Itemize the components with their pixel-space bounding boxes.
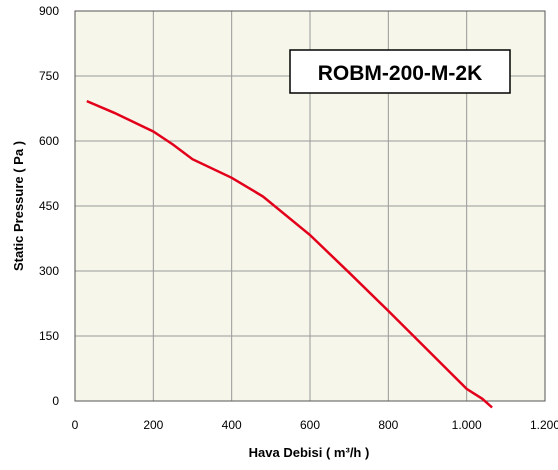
x-tick-label: 0: [72, 418, 79, 432]
y-tick-label: 600: [39, 134, 59, 148]
x-tick-label: 400: [222, 418, 242, 432]
y-axis-ticks: 0 150 300 450 600 750 900: [39, 4, 59, 408]
y-tick-label: 300: [39, 264, 59, 278]
grid: [74, 10, 546, 402]
y-tick-label: 450: [39, 199, 59, 213]
x-tick-label: 1.200: [530, 418, 558, 432]
plot-border: [74, 10, 546, 402]
x-tick-label: 200: [143, 418, 163, 432]
y-tick-label: 150: [39, 329, 59, 343]
y-axis-title: Static Pressure ( Pa ): [11, 141, 26, 271]
x-axis-title: Hava Debisi ( m³/h ): [249, 445, 370, 460]
x-tick-label: 600: [300, 418, 320, 432]
x-tick-label: 1.000: [452, 418, 482, 432]
chart-title: ROBM-200-M-2K: [318, 62, 483, 85]
x-axis-ticks: 0 200 400 600 800 1.000 1.200: [72, 418, 558, 432]
model-label-box: [289, 49, 511, 94]
y-tick-label: 0: [52, 394, 59, 408]
y-tick-label: 750: [39, 69, 59, 83]
x-tick-label: 800: [378, 418, 398, 432]
pressure-curve: [86, 99, 493, 409]
y-tick-label: 900: [39, 4, 59, 18]
